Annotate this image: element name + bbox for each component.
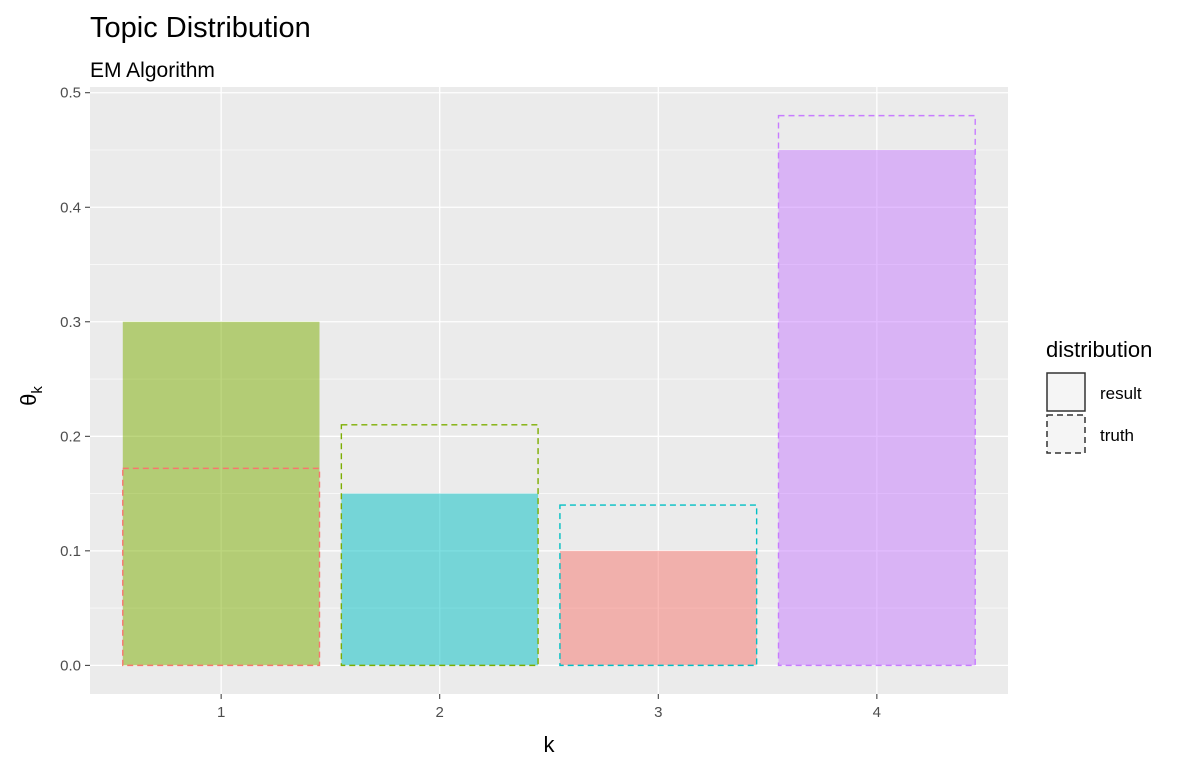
result-bar-1 bbox=[122, 321, 320, 666]
legend-label-result: result bbox=[1100, 384, 1142, 403]
result-bars bbox=[122, 149, 976, 666]
x-tick-label: 4 bbox=[873, 704, 881, 721]
legend-label-truth: truth bbox=[1100, 426, 1134, 445]
y-axis-title: θk bbox=[16, 386, 46, 406]
truth-bar-4 bbox=[777, 114, 976, 667]
legend-item-result: result bbox=[1046, 372, 1142, 412]
y-tick-label: 0.4 bbox=[60, 199, 81, 216]
truth-bar-3 bbox=[559, 504, 758, 667]
y-tick-label: 0.0 bbox=[60, 657, 81, 674]
y-tick-label: 0.3 bbox=[60, 314, 81, 331]
chart-subtitle: EM Algorithm bbox=[90, 59, 215, 82]
result-bar-2 bbox=[341, 493, 539, 666]
y-tick-label: 0.2 bbox=[60, 428, 81, 445]
legend: distribution result truth bbox=[1046, 337, 1152, 454]
truth-bars bbox=[122, 114, 976, 667]
x-tick-label: 3 bbox=[654, 704, 662, 721]
legend-key-truth bbox=[1046, 414, 1086, 454]
x-tick-label: 1 bbox=[217, 704, 225, 721]
x-axis: 1 2 3 4 bbox=[217, 694, 881, 721]
legend-key-result bbox=[1046, 372, 1086, 412]
truth-bar-1 bbox=[122, 467, 321, 667]
y-tick-label: 0.1 bbox=[60, 543, 81, 560]
chart-title: Topic Distribution bbox=[90, 12, 311, 44]
result-bar-4 bbox=[778, 149, 976, 666]
legend-item-truth: truth bbox=[1046, 414, 1134, 454]
legend-title: distribution bbox=[1046, 337, 1152, 362]
y-axis-title-symbol: θ bbox=[16, 394, 41, 406]
result-bar-3 bbox=[559, 550, 757, 666]
x-tick-label: 2 bbox=[436, 704, 444, 721]
truth-bar-2 bbox=[340, 424, 539, 667]
x-axis-title: k bbox=[544, 732, 556, 757]
y-tick-label: 0.5 bbox=[60, 85, 81, 102]
y-axis-title-subscript: k bbox=[29, 386, 46, 394]
y-axis: 0.0 0.1 0.2 0.3 0.4 0.5 bbox=[60, 85, 90, 674]
